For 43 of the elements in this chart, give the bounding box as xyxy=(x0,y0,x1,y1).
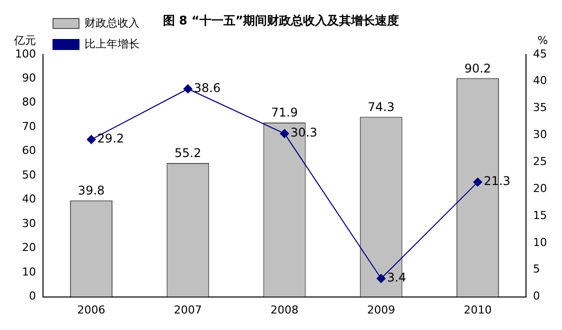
y2-tick-label: 40 xyxy=(533,74,548,88)
y-tick-label: 10 xyxy=(22,265,36,278)
x-tick-label: 2009 xyxy=(367,303,396,316)
data-label: 71.9 xyxy=(271,106,298,120)
legend-label: 比上年增长 xyxy=(84,37,140,50)
y2-tick-label: 10 xyxy=(533,236,548,249)
y-axis-title: 亿元 xyxy=(13,34,36,47)
x-tick-label: 2008 xyxy=(270,303,298,316)
y-tick-label: 0 xyxy=(28,290,36,303)
y-tick-label: 40 xyxy=(22,192,36,206)
y2-tick-label: 30 xyxy=(533,128,548,142)
x-tick-label: 2007 xyxy=(174,303,202,316)
point xyxy=(376,274,386,283)
y2-tick-label: 25 xyxy=(533,154,548,168)
point xyxy=(86,135,96,144)
y-tick-label: 20 xyxy=(22,241,36,254)
y2-tick-label: 20 xyxy=(533,182,548,195)
point xyxy=(183,84,192,94)
data-label: 74.3 xyxy=(368,100,394,114)
y-tick-label: 30 xyxy=(22,216,36,230)
y-tick-label: 70 xyxy=(22,120,36,133)
data-label: 90.2 xyxy=(464,61,492,76)
x-tick-label: 2006 xyxy=(77,303,106,316)
data-label: 29.2 xyxy=(97,132,124,146)
point xyxy=(473,178,482,187)
y-tick-label: 80 xyxy=(22,96,36,109)
data-label: 39.8 xyxy=(78,183,105,198)
y-tick-label: 90 xyxy=(22,72,36,84)
y-tick-label: 100 xyxy=(14,47,36,60)
y2-tick-label: 15 xyxy=(533,208,548,222)
y2-tick-label: 0 xyxy=(533,290,540,303)
y-tick-label: 50 xyxy=(22,168,36,182)
chart-title: 图 8 “十一五”期间财政总收入及其增长速度 xyxy=(162,13,400,28)
data-label: 55.2 xyxy=(174,146,202,160)
y2-tick-label: 45 xyxy=(533,47,548,60)
y-tick-label: 60 xyxy=(22,144,36,158)
y2-axis-title: % xyxy=(538,34,548,47)
y2-tick-label: 35 xyxy=(533,101,548,114)
y2-tick-label: 5 xyxy=(533,262,540,276)
legend-label: 财政总收入 xyxy=(84,16,140,30)
data-label: 38.6 xyxy=(194,81,221,95)
point xyxy=(280,129,289,138)
x-tick-label: 2010 xyxy=(464,303,492,316)
